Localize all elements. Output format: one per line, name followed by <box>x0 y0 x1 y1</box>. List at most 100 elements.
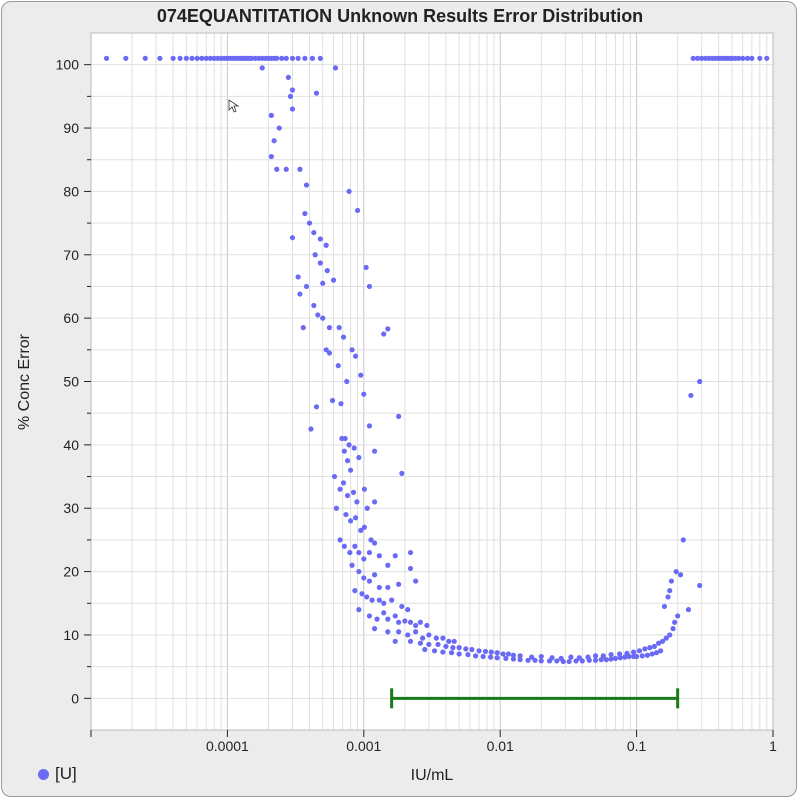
data-point <box>366 578 373 584</box>
data-point <box>177 55 183 61</box>
data-point <box>392 613 398 619</box>
data-point <box>207 55 213 61</box>
data-point <box>697 378 703 385</box>
data-point <box>302 210 308 217</box>
data-point <box>469 646 475 653</box>
data-point <box>476 648 482 654</box>
data-point <box>274 166 280 172</box>
data-point <box>259 65 265 71</box>
data-point <box>510 656 517 662</box>
data-point <box>764 55 770 61</box>
data-point <box>308 426 314 432</box>
data-point <box>344 492 351 499</box>
data-point <box>183 55 189 61</box>
data-point <box>573 658 579 664</box>
data-point <box>653 650 660 656</box>
data-point <box>576 655 582 661</box>
data-point <box>289 87 296 93</box>
data-point <box>363 264 369 271</box>
data-point <box>634 653 640 660</box>
data-point <box>480 653 486 660</box>
data-point <box>608 656 614 662</box>
data-point <box>448 650 455 656</box>
data-point <box>663 635 669 641</box>
data-point <box>347 518 354 524</box>
data-point <box>685 607 692 613</box>
data-point <box>694 55 701 61</box>
data-point <box>283 55 289 61</box>
data-point <box>306 220 313 226</box>
data-point <box>463 646 469 652</box>
data-point <box>312 252 318 258</box>
data-point <box>285 74 291 80</box>
data-point <box>248 55 255 61</box>
data-point <box>413 622 419 629</box>
data-point <box>566 658 572 665</box>
data-point <box>295 55 301 61</box>
data-point <box>329 397 336 404</box>
data-point <box>211 55 217 61</box>
y-tick-label: 50 <box>63 374 79 390</box>
data-point <box>349 562 355 568</box>
data-point <box>456 645 462 651</box>
data-point <box>568 654 574 660</box>
data-point <box>303 283 310 290</box>
data-point <box>435 641 441 648</box>
data-point <box>744 55 751 61</box>
data-point <box>279 55 285 61</box>
data-point <box>342 435 348 442</box>
data-point <box>396 581 402 587</box>
data-point <box>343 511 349 518</box>
data-point <box>592 653 599 659</box>
data-point <box>668 578 675 584</box>
data-point <box>346 188 352 195</box>
x-tick-label: 0.0001 <box>206 738 249 754</box>
data-point <box>647 645 653 651</box>
data-point <box>352 353 359 359</box>
cursor-icon <box>228 99 240 113</box>
data-point <box>680 537 686 543</box>
data-point <box>366 613 373 619</box>
data-point <box>603 657 609 663</box>
data-point <box>690 55 696 61</box>
data-point <box>157 55 163 61</box>
data-point <box>749 55 755 61</box>
chart-title: 074EQUANTITATION Unknown Results Error D… <box>156 6 644 26</box>
data-point <box>672 619 678 625</box>
data-point <box>472 653 479 659</box>
data-point <box>274 55 280 61</box>
data-point <box>356 549 362 556</box>
data-point <box>252 55 258 61</box>
data-point <box>661 603 668 610</box>
data-point <box>320 315 326 321</box>
data-point <box>392 638 398 644</box>
data-point <box>381 600 387 606</box>
data-point <box>385 616 391 622</box>
y-tick-label: 40 <box>63 437 79 453</box>
data-point <box>413 629 419 635</box>
data-point <box>642 646 648 652</box>
data-point <box>347 549 353 556</box>
data-point <box>361 556 367 562</box>
data-point <box>538 653 544 660</box>
data-point <box>361 391 367 397</box>
data-point <box>677 572 684 578</box>
data-point <box>413 578 419 584</box>
data-point <box>558 655 564 661</box>
data-point <box>344 378 350 385</box>
data-point <box>688 392 694 399</box>
data-point <box>337 537 343 543</box>
y-axis-title: % Conc Error <box>16 333 33 430</box>
data-point <box>309 55 316 61</box>
data-point <box>417 640 424 646</box>
data-point <box>352 588 358 594</box>
data-point <box>624 650 630 656</box>
y-tick-label: 70 <box>63 247 79 263</box>
data-point <box>407 619 414 625</box>
data-point <box>372 448 378 454</box>
data-point <box>396 629 402 635</box>
data-point <box>302 55 308 61</box>
data-point <box>532 657 538 663</box>
x-tick-label: 0.001 <box>346 738 381 754</box>
data-point <box>494 655 500 661</box>
